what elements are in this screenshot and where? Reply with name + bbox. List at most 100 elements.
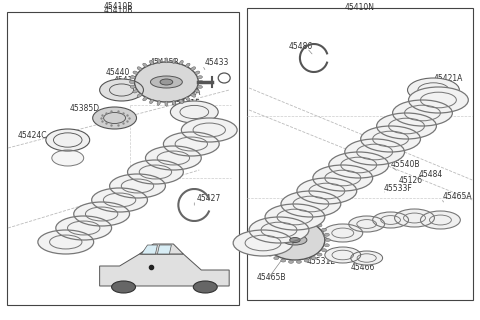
- Ellipse shape: [163, 132, 219, 156]
- Ellipse shape: [345, 139, 405, 165]
- Ellipse shape: [92, 188, 147, 212]
- Polygon shape: [140, 244, 183, 254]
- Ellipse shape: [134, 62, 198, 102]
- Ellipse shape: [157, 59, 160, 63]
- Ellipse shape: [133, 90, 138, 93]
- Ellipse shape: [145, 146, 201, 170]
- Ellipse shape: [56, 216, 111, 240]
- Ellipse shape: [150, 99, 154, 104]
- Text: 45486: 45486: [289, 42, 313, 51]
- Ellipse shape: [265, 220, 325, 260]
- Ellipse shape: [111, 281, 135, 293]
- Text: 45531E: 45531E: [307, 258, 336, 267]
- Ellipse shape: [197, 76, 203, 79]
- Ellipse shape: [109, 174, 166, 198]
- Ellipse shape: [313, 165, 372, 191]
- Ellipse shape: [324, 244, 329, 247]
- Ellipse shape: [131, 76, 135, 79]
- Ellipse shape: [304, 218, 309, 221]
- Ellipse shape: [329, 152, 389, 178]
- Ellipse shape: [130, 81, 134, 84]
- Ellipse shape: [233, 230, 293, 256]
- Text: 45490B: 45490B: [267, 215, 297, 225]
- Ellipse shape: [325, 247, 360, 263]
- Ellipse shape: [283, 235, 307, 245]
- Text: 45410B: 45410B: [104, 2, 133, 11]
- Ellipse shape: [311, 257, 316, 260]
- Text: 45126: 45126: [398, 175, 423, 185]
- Ellipse shape: [180, 60, 183, 65]
- Text: 45410N: 45410N: [345, 3, 375, 12]
- Ellipse shape: [317, 253, 322, 256]
- Ellipse shape: [304, 259, 309, 262]
- Ellipse shape: [157, 101, 160, 106]
- Ellipse shape: [360, 126, 420, 152]
- Ellipse shape: [268, 224, 273, 227]
- Text: 45424C: 45424C: [18, 131, 48, 140]
- Text: 45440: 45440: [106, 68, 130, 76]
- Ellipse shape: [191, 94, 196, 97]
- Ellipse shape: [160, 79, 173, 85]
- Text: 45435B: 45435B: [149, 58, 179, 67]
- Ellipse shape: [198, 81, 204, 84]
- Ellipse shape: [197, 85, 203, 88]
- Ellipse shape: [128, 160, 183, 184]
- Ellipse shape: [322, 249, 326, 252]
- Ellipse shape: [133, 71, 138, 74]
- Ellipse shape: [170, 101, 218, 123]
- Ellipse shape: [172, 101, 176, 106]
- Ellipse shape: [260, 238, 264, 242]
- Ellipse shape: [322, 228, 326, 231]
- Ellipse shape: [377, 113, 436, 139]
- Ellipse shape: [281, 191, 341, 217]
- Ellipse shape: [408, 87, 468, 113]
- Ellipse shape: [186, 97, 190, 101]
- Text: 45421A: 45421A: [433, 74, 463, 83]
- Ellipse shape: [52, 150, 84, 166]
- Ellipse shape: [137, 67, 142, 70]
- Ellipse shape: [351, 251, 383, 265]
- Ellipse shape: [349, 216, 384, 232]
- Ellipse shape: [181, 118, 237, 142]
- Text: 45465B: 45465B: [257, 274, 287, 283]
- Ellipse shape: [372, 212, 408, 228]
- Ellipse shape: [38, 230, 94, 254]
- Ellipse shape: [172, 59, 176, 63]
- Ellipse shape: [281, 259, 286, 262]
- Ellipse shape: [165, 101, 168, 106]
- Ellipse shape: [290, 237, 300, 243]
- Ellipse shape: [261, 244, 265, 247]
- Ellipse shape: [393, 100, 452, 126]
- Ellipse shape: [297, 260, 301, 263]
- Ellipse shape: [74, 202, 130, 226]
- Ellipse shape: [324, 233, 329, 236]
- Text: 45427: 45427: [196, 194, 220, 203]
- Ellipse shape: [325, 238, 330, 242]
- Text: 45433: 45433: [204, 58, 228, 67]
- Ellipse shape: [191, 67, 196, 70]
- Ellipse shape: [268, 253, 273, 256]
- Ellipse shape: [261, 233, 265, 236]
- Ellipse shape: [420, 211, 460, 229]
- Text: 45484: 45484: [419, 170, 443, 179]
- Text: 45533F: 45533F: [384, 183, 412, 193]
- Ellipse shape: [93, 107, 136, 129]
- Ellipse shape: [265, 204, 325, 230]
- Ellipse shape: [195, 90, 200, 93]
- Ellipse shape: [274, 257, 279, 260]
- Polygon shape: [100, 254, 229, 286]
- Ellipse shape: [408, 78, 459, 102]
- Text: 45465A: 45465A: [443, 191, 472, 201]
- Ellipse shape: [143, 97, 147, 101]
- Ellipse shape: [317, 224, 322, 227]
- Ellipse shape: [150, 60, 154, 65]
- Text: 45421F: 45421F: [171, 99, 200, 108]
- Polygon shape: [157, 245, 171, 254]
- Ellipse shape: [264, 228, 268, 231]
- Ellipse shape: [274, 220, 279, 223]
- Ellipse shape: [311, 220, 316, 223]
- Ellipse shape: [46, 129, 90, 151]
- Text: 45385D: 45385D: [70, 103, 100, 113]
- Ellipse shape: [180, 99, 183, 104]
- Ellipse shape: [193, 281, 217, 293]
